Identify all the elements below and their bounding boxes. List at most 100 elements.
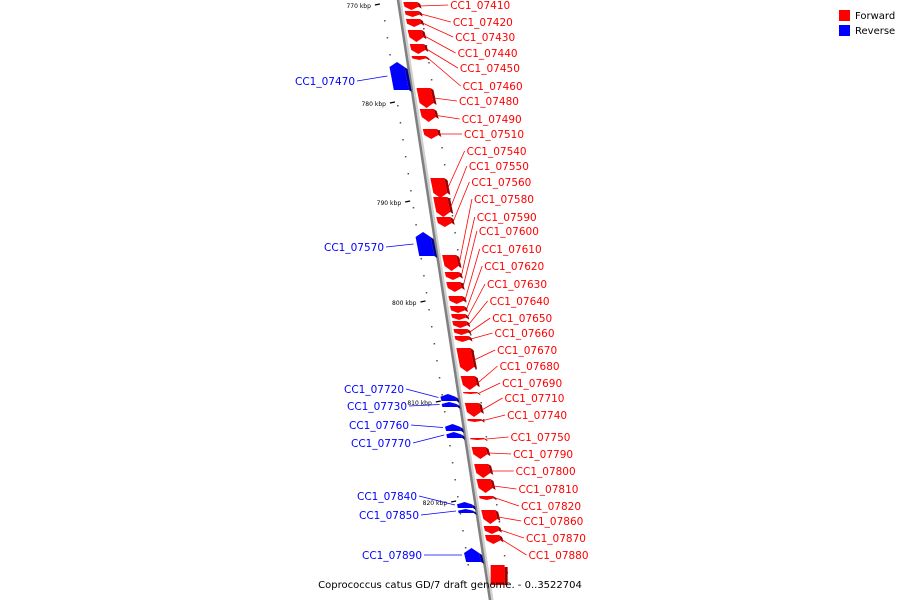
gene-label[interactable]: CC1_07720 (344, 384, 404, 396)
gene-arrow[interactable] (422, 129, 439, 139)
gene-label[interactable]: CC1_07660 (495, 328, 555, 340)
gene-arrow[interactable] (485, 535, 501, 544)
gene-cc1_07450[interactable] (409, 44, 429, 54)
gene-arrow[interactable] (405, 19, 422, 27)
gene-cc1_07710[interactable] (464, 403, 484, 417)
gene-cc1_07850[interactable] (458, 509, 477, 515)
gene-arrow[interactable] (440, 394, 457, 401)
gene-arrow[interactable] (444, 272, 460, 280)
gene-cc1_07590[interactable] (444, 272, 463, 280)
gene-label[interactable]: CC1_07710 (504, 393, 564, 405)
gene-cc1_07460[interactable] (411, 56, 430, 61)
gene-label[interactable]: CC1_07860 (523, 516, 583, 528)
gene-label[interactable]: CC1_07880 (529, 550, 589, 562)
gene-arrow[interactable] (483, 526, 499, 534)
gene-cc1_07470[interactable] (389, 62, 412, 92)
gene-label[interactable]: CC1_07650 (492, 313, 552, 325)
gene-label[interactable]: CC1_07620 (484, 261, 544, 273)
gene-arrow[interactable] (407, 30, 424, 42)
gene-arrow[interactable] (441, 402, 458, 407)
gene-arrow[interactable] (456, 348, 475, 372)
gene-cc1_07820[interactable] (479, 496, 497, 501)
gene-cc1_07660[interactable] (454, 336, 473, 342)
gene-label[interactable]: CC1_07680 (500, 361, 560, 373)
gene-label[interactable]: CC1_07730 (347, 401, 407, 413)
gene-cc1_07870[interactable] (483, 526, 502, 534)
gene-cc1_07760[interactable] (445, 424, 465, 433)
gene-arrow[interactable] (464, 403, 481, 417)
gene-cc1_07810[interactable] (476, 479, 496, 493)
gene-cc1_07570[interactable] (415, 232, 438, 258)
gene-cc1_07720[interactable] (440, 394, 460, 403)
gene-arrow[interactable] (463, 392, 478, 394)
gene-label[interactable]: CC1_07470 (295, 76, 355, 88)
gene-cc1_07840[interactable] (456, 502, 476, 510)
gene-label[interactable]: CC1_07630 (487, 279, 547, 291)
gene-label[interactable]: CC1_07480 (459, 96, 519, 108)
gene-label[interactable]: CC1_07870 (526, 533, 586, 545)
gene-label[interactable]: CC1_07590 (477, 212, 537, 224)
gene-cc1_07630[interactable] (451, 314, 470, 320)
gene-label[interactable]: CC1_07570 (324, 242, 384, 254)
gene-label[interactable]: CC1_07800 (516, 466, 576, 478)
gene-arrow[interactable] (470, 438, 485, 440)
gene-label[interactable]: CC1_07450 (460, 63, 520, 75)
gene-arrow[interactable] (448, 296, 464, 304)
gene-label[interactable]: CC1_07820 (521, 501, 581, 513)
gene-cc1_07440[interactable] (407, 30, 427, 42)
gene-label[interactable]: CC1_07790 (513, 449, 573, 461)
gene-arrow[interactable] (458, 509, 474, 513)
gene-cc1_07730[interactable] (441, 402, 461, 409)
gene-cc1_07750[interactable] (470, 438, 488, 442)
gene-arrow[interactable] (449, 306, 465, 313)
gene-label[interactable]: CC1_07420 (453, 17, 513, 29)
gene-cc1_07600[interactable] (446, 282, 465, 292)
gene-label[interactable]: CC1_07740 (507, 410, 567, 422)
gene-label[interactable]: CC1_07690 (502, 378, 562, 390)
gene-label[interactable]: CC1_07460 (463, 81, 523, 93)
gene-cc1_07410[interactable] (403, 2, 422, 10)
gene-arrow[interactable] (474, 464, 491, 478)
gene-cc1_07860[interactable] (481, 510, 501, 524)
gene-arrow[interactable] (460, 376, 477, 390)
gene-arrow[interactable] (446, 432, 463, 438)
gene-label[interactable]: CC1_07440 (458, 48, 518, 60)
gene-arrow[interactable] (471, 447, 488, 459)
gene-cc1_07420[interactable] (404, 11, 423, 17)
gene-cc1_07770[interactable] (446, 432, 466, 440)
gene-arrow[interactable] (479, 496, 494, 500)
gene-label[interactable]: CC1_07610 (482, 244, 542, 256)
gene-arrow[interactable] (415, 232, 435, 256)
gene-label[interactable]: CC1_07510 (464, 129, 524, 141)
gene-cc1_07430[interactable] (405, 19, 425, 27)
gene-cc1_07580[interactable] (442, 255, 462, 271)
gene-label[interactable]: CC1_07850 (359, 510, 419, 522)
gene-label[interactable]: CC1_07550 (469, 161, 529, 173)
gene-arrow[interactable] (419, 109, 436, 122)
gene-cc1_07800[interactable] (474, 464, 494, 478)
gene-arrow[interactable] (409, 44, 426, 54)
gene-arrow[interactable] (452, 321, 468, 328)
gene-arrow[interactable] (464, 548, 482, 562)
gene-label[interactable]: CC1_07890 (362, 550, 422, 562)
gene-label[interactable]: CC1_07600 (479, 226, 539, 238)
gene-arrow[interactable] (442, 255, 459, 271)
gene-arrow[interactable] (446, 282, 462, 292)
gene-arrow[interactable] (404, 11, 420, 17)
gene-cc1_07880[interactable] (485, 535, 504, 544)
gene-cc1_07560[interactable] (436, 217, 455, 227)
gene-cc1_07540[interactable] (430, 178, 451, 198)
gene-cc1_07650[interactable] (453, 329, 472, 335)
gene-cc1_07480[interactable] (416, 88, 437, 108)
gene-cc1_07670[interactable] (456, 348, 478, 372)
gene-label[interactable]: CC1_07560 (471, 177, 531, 189)
gene-label[interactable]: CC1_07540 (467, 146, 527, 158)
gene-arrow[interactable] (430, 178, 448, 198)
gene-arrow[interactable] (467, 419, 482, 422)
gene-cc1_07680[interactable] (460, 376, 480, 390)
gene-arrow[interactable] (481, 510, 498, 524)
gene-arrow[interactable] (436, 217, 452, 227)
gene-cc1_07690[interactable] (463, 392, 481, 396)
gene-label[interactable]: CC1_07670 (497, 345, 557, 357)
gene-arrow[interactable] (454, 336, 470, 342)
